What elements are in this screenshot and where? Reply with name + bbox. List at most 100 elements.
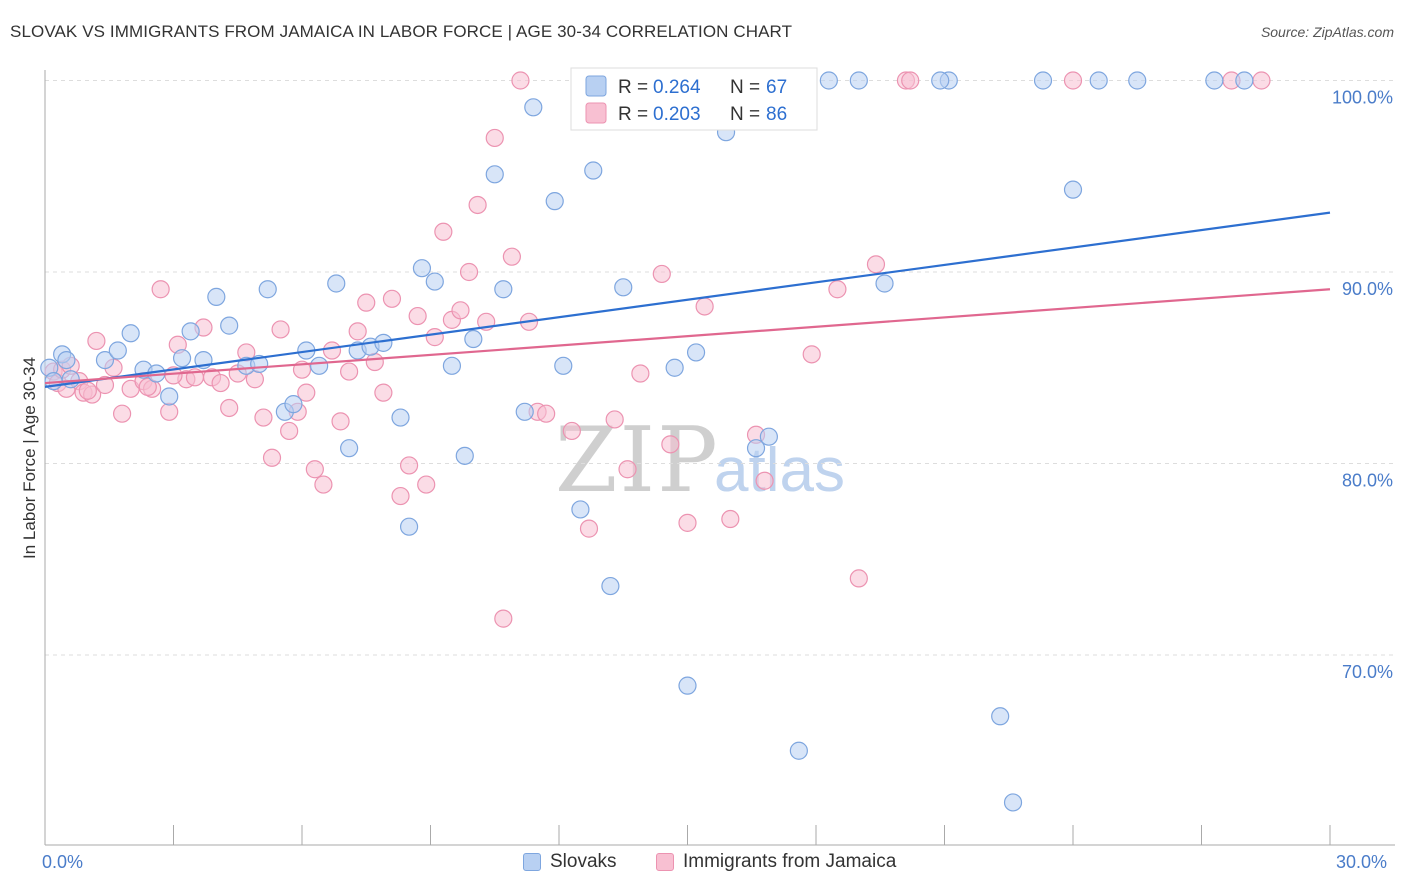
point-jamaica [866, 255, 886, 274]
point-slovaks [789, 741, 808, 760]
point-jamaica [459, 262, 479, 282]
legend-label-slovaks: Slovaks [550, 851, 617, 872]
point-jamaica [721, 509, 740, 529]
point-jamaica [365, 352, 384, 372]
point-jamaica [849, 569, 868, 588]
point-slovaks [464, 329, 483, 349]
point-jamaica [1063, 71, 1083, 90]
point-jamaica [494, 609, 513, 628]
point-jamaica [280, 421, 299, 441]
point-slovaks [1089, 71, 1108, 90]
point-jamaica [331, 412, 350, 431]
point-slovaks [455, 446, 474, 465]
point-jamaica [348, 322, 367, 341]
legend-box [570, 67, 818, 131]
point-jamaica [1252, 71, 1271, 90]
legend-n-value-slovaks: 67 [766, 77, 787, 98]
trend-line-slovaks [44, 211, 1331, 388]
point-jamaica [901, 71, 920, 90]
point-slovaks [584, 161, 603, 180]
point-slovaks [875, 274, 894, 293]
point-jamaica [211, 373, 230, 393]
point-jamaica [618, 460, 637, 479]
point-jamaica [652, 264, 671, 284]
legend-r-label-jamaica: R = [618, 104, 648, 125]
legend-r-label-slovaks: R = [618, 77, 648, 98]
point-slovaks [931, 71, 950, 90]
legend-item-slovaks[interactable]: Slovaks [523, 851, 617, 873]
point-jamaica [631, 364, 650, 383]
y-tick-label: 80.0% [1342, 471, 1393, 491]
point-jamaica [511, 71, 530, 90]
point-slovaks [665, 358, 684, 377]
point-slovaks [284, 395, 303, 414]
point-slovaks [1033, 71, 1053, 90]
point-jamaica [357, 293, 376, 312]
axes [44, 70, 1395, 846]
y-tick-labels: 70.0% 80.0% 90.0% 100.0% [1332, 88, 1393, 683]
point-jamaica [802, 345, 821, 364]
point-slovaks [494, 280, 513, 299]
point-slovaks [571, 500, 590, 519]
point-jamaica [305, 460, 324, 479]
point-jamaica [314, 475, 333, 494]
legend-n-label-slovaks: N = [730, 77, 760, 98]
point-jamaica [340, 362, 359, 381]
point-jamaica [434, 222, 453, 241]
point-jamaica [151, 280, 170, 299]
y-tick-label: 100.0% [1332, 88, 1393, 108]
point-slovaks [524, 98, 543, 117]
point-slovaks [121, 324, 140, 343]
point-slovaks [515, 402, 534, 421]
point-jamaica [661, 435, 680, 454]
legend-n-value-jamaica: 86 [766, 104, 787, 125]
point-slovaks [108, 341, 127, 360]
point-slovaks [181, 322, 200, 341]
point-jamaica [828, 280, 847, 299]
point-jamaica [678, 513, 697, 532]
point-jamaica [451, 301, 470, 320]
trend-line-jamaica [44, 288, 1331, 385]
legend-swatch-slovaks-bottom [523, 853, 541, 871]
legend-swatch-slovaks [585, 75, 607, 97]
watermark-atlas: atlas [714, 436, 845, 505]
point-slovaks [327, 274, 346, 293]
point-jamaica [78, 381, 97, 400]
legend-r-value-jamaica: 0.203 [653, 104, 701, 125]
point-slovaks [340, 439, 359, 458]
series-jamaica-points [44, 71, 1271, 628]
point-jamaica [262, 448, 282, 467]
point-jamaica [254, 408, 273, 427]
point-jamaica [374, 383, 393, 402]
y-tick-label: 90.0% [1342, 279, 1393, 299]
point-jamaica [322, 341, 342, 360]
point-jamaica [399, 456, 419, 475]
point-jamaica [695, 297, 714, 316]
y-tick-label: 70.0% [1342, 662, 1393, 682]
legend-item-jamaica[interactable]: Immigrants from Jamaica [656, 851, 896, 873]
point-slovaks [759, 427, 778, 446]
point-jamaica [382, 289, 402, 308]
point-jamaica [95, 375, 115, 395]
point-slovaks [391, 408, 410, 427]
point-jamaica [755, 471, 774, 490]
point-slovaks [172, 349, 192, 368]
point-jamaica [502, 247, 521, 266]
legend-label-jamaica: Immigrants from Jamaica [683, 851, 897, 872]
top-legend: R = 0.264 N = 67 R = 0.203 N = 86 [570, 67, 818, 131]
point-slovaks [220, 316, 239, 335]
legend-r-value-slovaks: 0.264 [653, 77, 701, 98]
point-slovaks [57, 350, 76, 370]
point-slovaks [1128, 71, 1147, 90]
point-slovaks [1235, 71, 1254, 90]
point-jamaica [220, 398, 239, 418]
point-slovaks [442, 356, 462, 375]
point-jamaica [605, 410, 624, 429]
point-slovaks [485, 165, 504, 184]
point-slovaks [746, 439, 766, 458]
point-jamaica [138, 377, 157, 396]
legend-swatch-jamaica-bottom [656, 853, 674, 871]
trend-lines [44, 211, 1331, 388]
point-slovaks [399, 517, 419, 536]
